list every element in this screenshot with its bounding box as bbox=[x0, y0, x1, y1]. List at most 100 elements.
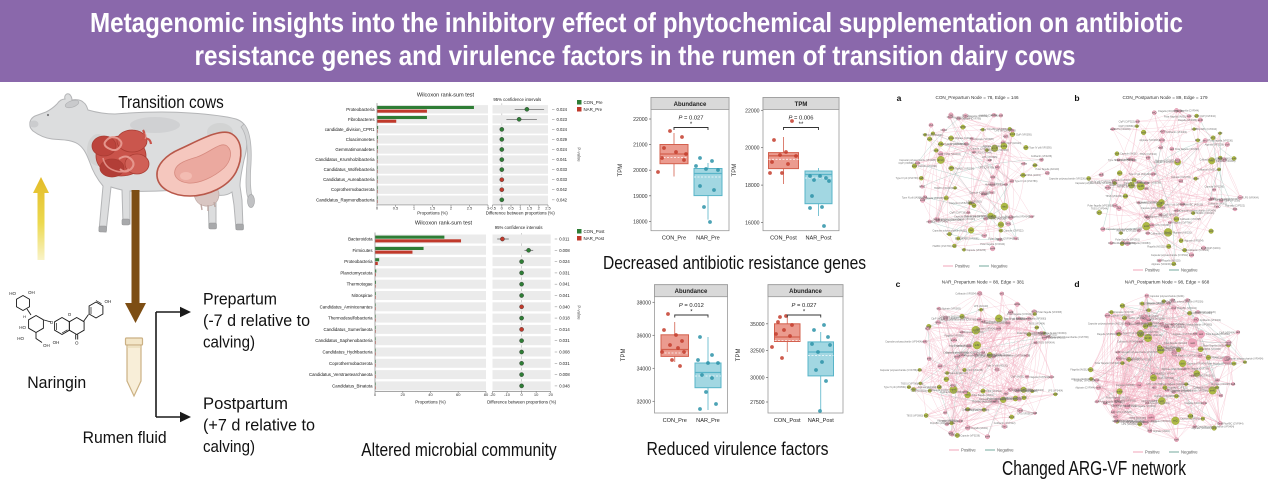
svg-text:aadE: aadE bbox=[1110, 129, 1116, 131]
svg-text:aadE: aadE bbox=[1183, 384, 1189, 386]
svg-text:nimJ: nimJ bbox=[969, 139, 974, 141]
svg-text:tetW: tetW bbox=[956, 117, 962, 120]
svg-text:1.5: 1.5 bbox=[430, 205, 436, 210]
svg-text:ErmQ: ErmQ bbox=[1158, 349, 1164, 352]
svg-text:Type IV pili (IA001): Type IV pili (IA001) bbox=[1150, 402, 1170, 405]
svg-text:cfxA: cfxA bbox=[1115, 153, 1120, 156]
svg-text:ErmG: ErmG bbox=[965, 408, 971, 411]
svg-text:mel: mel bbox=[1120, 244, 1124, 246]
svg-text:NAR_Pre: NAR_Pre bbox=[696, 236, 720, 242]
svg-text:mefA: mefA bbox=[1007, 128, 1013, 131]
svg-text:ErmF: ErmF bbox=[1049, 376, 1055, 379]
svg-text:*: * bbox=[690, 310, 693, 316]
svg-text:mefA: mefA bbox=[927, 138, 933, 141]
svg-text:LPS (VF0395): LPS (VF0395) bbox=[1122, 423, 1137, 426]
svg-text:Alginate (VF0083): Alginate (VF0083) bbox=[941, 308, 960, 311]
svg-text:Capsule (IA001): Capsule (IA001) bbox=[993, 354, 1010, 357]
svg-text:FbpABC (AI0120): FbpABC (AI0120) bbox=[1143, 334, 1162, 337]
svg-text:2.5: 2.5 bbox=[467, 205, 473, 210]
svg-text:ant6ia: ant6ia bbox=[1197, 348, 1204, 351]
svg-text:ant6ia: ant6ia bbox=[949, 422, 956, 425]
svg-text:lsaB: lsaB bbox=[1101, 229, 1106, 231]
svg-text:ErmB: ErmB bbox=[1221, 159, 1227, 162]
svg-text:ErmB: ErmB bbox=[1188, 415, 1194, 418]
svg-text:Type IV pili (VF0395): Type IV pili (VF0395) bbox=[1029, 147, 1052, 150]
svg-text:tetQ: tetQ bbox=[1116, 332, 1121, 335]
svg-text:mphB: mphB bbox=[1191, 129, 1197, 131]
svg-text:tetW: tetW bbox=[1003, 183, 1009, 186]
svg-text:0.033: 0.033 bbox=[557, 167, 568, 172]
svg-text:Flagella (VF0083): Flagella (VF0083) bbox=[1178, 119, 1197, 122]
svg-text:lsaB: lsaB bbox=[1033, 343, 1038, 345]
svg-text:ant6ia: ant6ia bbox=[1193, 178, 1200, 181]
svg-text:Capsule (CVF736): Capsule (CVF736) bbox=[1173, 333, 1193, 336]
svg-text:Capsular polysaccharide (VF040: Capsular polysaccharide (VF0404) bbox=[1226, 358, 1263, 361]
svg-text:Capsule (VF0394): Capsule (VF0394) bbox=[1216, 160, 1236, 163]
svg-text:NAR_Pre: NAR_Pre bbox=[696, 418, 720, 424]
svg-text:Alginate (IA001): Alginate (IA001) bbox=[1071, 378, 1088, 381]
svg-text:ClpP (AI0120): ClpP (AI0120) bbox=[1006, 142, 1021, 145]
svg-text:FbpABC (AI0120): FbpABC (AI0120) bbox=[930, 422, 949, 425]
svg-text:LPS (VF0404): LPS (VF0404) bbox=[1244, 197, 1259, 200]
svg-text:T6SS (IA001): T6SS (IA001) bbox=[1216, 157, 1231, 160]
svg-text:APH3: APH3 bbox=[950, 385, 957, 388]
svg-text:Polar flagella (CVF522): Polar flagella (CVF522) bbox=[1100, 401, 1125, 404]
svg-text:ErmQ: ErmQ bbox=[1005, 223, 1011, 226]
svg-text:**: ** bbox=[799, 122, 804, 128]
svg-text:CfxA6: CfxA6 bbox=[1108, 242, 1115, 245]
svg-text:Polar flagella (IA001): Polar flagella (IA001) bbox=[1161, 383, 1184, 386]
svg-text:LPS (VF0395): LPS (VF0395) bbox=[1170, 326, 1185, 329]
svg-text:38000: 38000 bbox=[637, 300, 652, 306]
svg-text:mphB: mphB bbox=[973, 330, 979, 332]
svg-text:0.5: 0.5 bbox=[393, 205, 399, 210]
svg-text:Type IV pili (VF0394): Type IV pili (VF0394) bbox=[1164, 203, 1187, 206]
svg-text:0.018: 0.018 bbox=[559, 316, 570, 321]
svg-text:NAR_Prepartum Node = 88, Edge: NAR_Prepartum Node = 88, Edge = 381 bbox=[942, 280, 1025, 285]
svg-text:ACI1: ACI1 bbox=[1008, 389, 1014, 392]
svg-text:Flagella (AI0120): Flagella (AI0120) bbox=[954, 344, 972, 347]
svg-text:ErmB: ErmB bbox=[957, 420, 963, 423]
svg-text:Capsular polysaccharide (VF056: Capsular polysaccharide (VF0561) bbox=[954, 216, 991, 219]
svg-text:Colibactin (CVF944): Colibactin (CVF944) bbox=[1114, 242, 1136, 245]
svg-text:sat4: sat4 bbox=[1190, 342, 1195, 345]
svg-text:ClpP (CVF786): ClpP (CVF786) bbox=[1158, 377, 1174, 380]
svg-text:Capsule (CVF786): Capsule (CVF786) bbox=[961, 117, 981, 120]
svg-text:Capsular polysaccharide (VF040: Capsular polysaccharide (VF0404) bbox=[1197, 425, 1234, 428]
svg-text:LPS (VF0395): LPS (VF0395) bbox=[1127, 421, 1142, 424]
svg-text:ant6ia: ant6ia bbox=[991, 114, 998, 117]
svg-text:ant6ia: ant6ia bbox=[1174, 209, 1181, 212]
svg-text:0.008: 0.008 bbox=[559, 350, 570, 355]
svg-text:ClpP (VF0083): ClpP (VF0083) bbox=[1141, 400, 1157, 403]
svg-text:tet40: tet40 bbox=[1145, 217, 1151, 220]
svg-text:Capsule (AI0120): Capsule (AI0120) bbox=[950, 372, 969, 375]
svg-text:-0.5: -0.5 bbox=[489, 205, 497, 210]
svg-text:tetO: tetO bbox=[1000, 293, 1005, 296]
svg-text:tetQ: tetQ bbox=[1131, 159, 1136, 162]
svg-text:LPS (CVF786): LPS (CVF786) bbox=[1118, 420, 1134, 423]
svg-text:tetQ: tetQ bbox=[1179, 180, 1184, 183]
svg-text:tetQ: tetQ bbox=[962, 369, 967, 372]
svg-text:HO: HO bbox=[19, 325, 26, 330]
svg-text:0.024: 0.024 bbox=[559, 259, 570, 264]
svg-text:HitABC (VF0404): HitABC (VF0404) bbox=[1196, 212, 1215, 215]
svg-text:mphB: mphB bbox=[1142, 326, 1148, 328]
svg-text:CfxA6: CfxA6 bbox=[941, 129, 948, 132]
svg-text:ClpP (VF0404): ClpP (VF0404) bbox=[942, 420, 958, 423]
svg-text:Flagella (IA001): Flagella (IA001) bbox=[1213, 198, 1230, 201]
svg-text:tetQ: tetQ bbox=[1173, 420, 1178, 423]
svg-text:0.033: 0.033 bbox=[557, 177, 568, 182]
svg-text:ClpP (CVF522): ClpP (CVF522) bbox=[1119, 120, 1135, 123]
svg-text:b: b bbox=[1074, 93, 1079, 103]
svg-text:Alginate (CVF522): Alginate (CVF522) bbox=[1117, 229, 1137, 232]
svg-text:tet44: tet44 bbox=[1023, 147, 1029, 150]
svg-text:20: 20 bbox=[548, 392, 553, 397]
svg-text:mefA: mefA bbox=[1180, 203, 1186, 206]
svg-text:tetM: tetM bbox=[1215, 386, 1220, 389]
svg-text:APH3: APH3 bbox=[1115, 401, 1122, 404]
svg-text:Proteobacteria: Proteobacteria bbox=[346, 107, 375, 112]
svg-text:mefA: mefA bbox=[1164, 326, 1170, 329]
svg-text:tet40: tet40 bbox=[934, 149, 940, 152]
svg-text:ant6ia: ant6ia bbox=[1014, 303, 1021, 306]
svg-text:ErmG: ErmG bbox=[1195, 311, 1201, 314]
svg-text:Colibactin (IA001): Colibactin (IA001) bbox=[940, 315, 959, 318]
